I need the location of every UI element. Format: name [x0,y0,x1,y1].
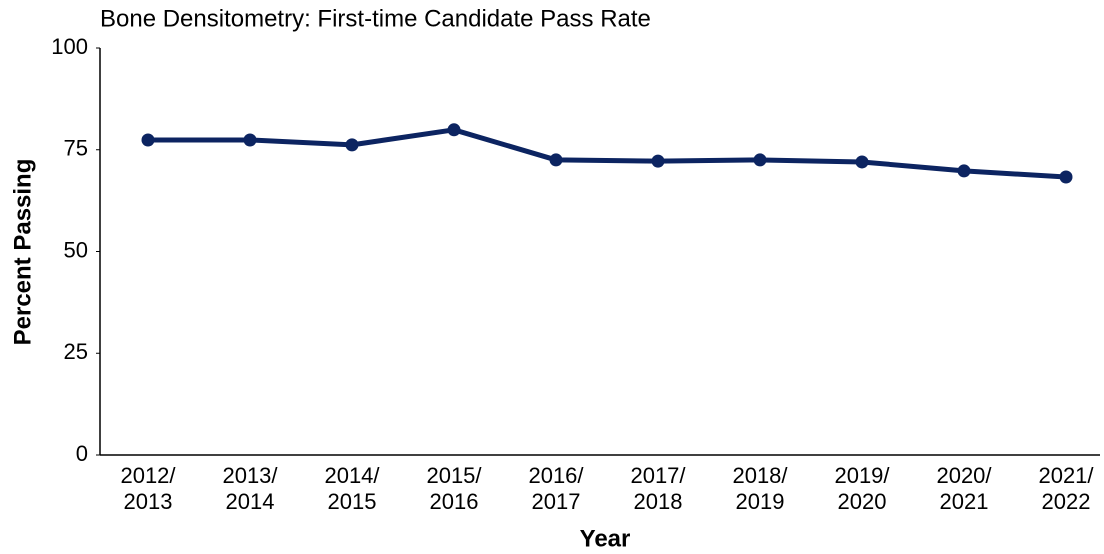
x-tick-label: 2020/ 2021 [936,463,992,514]
data-point [1059,170,1073,184]
data-point [345,138,359,152]
x-tick-label: 2021/ 2022 [1038,463,1094,514]
data-point [651,154,665,168]
data-point [753,153,767,167]
data-point [447,123,461,137]
data-point [243,133,257,147]
data-point [855,155,869,169]
x-axis-title: Year [580,525,631,552]
line-series [148,127,1067,180]
y-tick-label: 0 [76,441,88,466]
x-tick-label: 2015/ 2016 [426,463,482,514]
y-tick-label: 50 [64,237,88,262]
x-tick-label: 2013/ 2014 [222,463,278,514]
x-tick-label: 2016/ 2017 [528,463,584,514]
data-point [141,133,155,147]
x-tick-label: 2018/ 2019 [732,463,788,514]
y-tick-label: 75 [64,136,88,161]
y-tick-label: 25 [64,339,88,364]
chart-title: Bone Densitometry: First-time Candidate … [100,5,651,32]
y-axis-title: Percent Passing [9,159,36,346]
x-tick-label: 2012/ 2013 [120,463,176,514]
data-point [957,164,971,178]
x-tick-label: 2014/ 2015 [324,463,380,514]
data-point [549,153,563,167]
y-tick-label: 100 [51,34,88,59]
x-tick-label: 2019/ 2020 [834,463,890,514]
x-tick-label: 2017/ 2018 [630,463,686,514]
